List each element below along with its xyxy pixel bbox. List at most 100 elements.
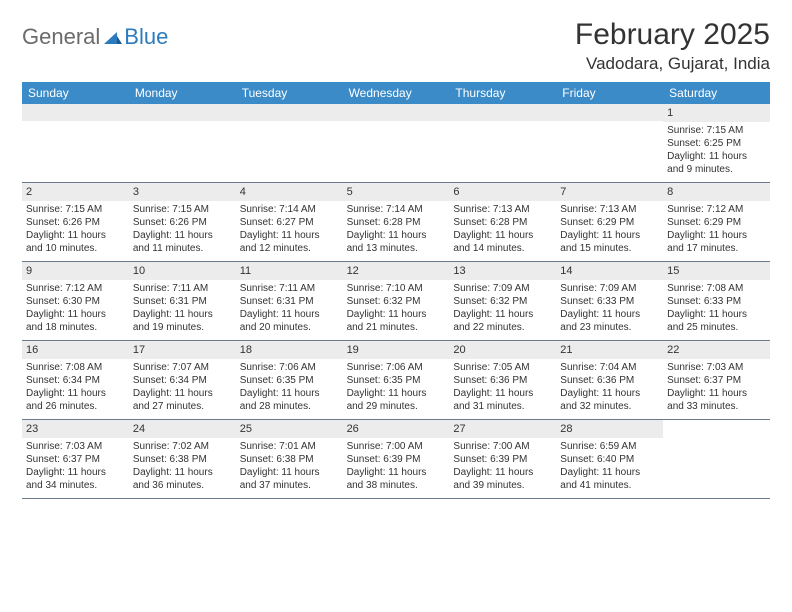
day-number: 6 (449, 183, 556, 201)
day-details: Sunrise: 7:14 AMSunset: 6:28 PMDaylight:… (343, 201, 450, 259)
day-details: Sunrise: 7:00 AMSunset: 6:39 PMDaylight:… (449, 438, 556, 496)
daylight-text-2: and 22 minutes. (453, 321, 552, 334)
daylight-text-2: and 41 minutes. (560, 479, 659, 492)
day-number: 21 (556, 341, 663, 359)
sunrise-text: Sunrise: 7:15 AM (26, 203, 125, 216)
sunset-text: Sunset: 6:38 PM (240, 453, 339, 466)
day-cell: 5Sunrise: 7:14 AMSunset: 6:28 PMDaylight… (343, 183, 450, 261)
week-row: 23Sunrise: 7:03 AMSunset: 6:37 PMDayligh… (22, 420, 770, 499)
day-details: Sunrise: 6:59 AMSunset: 6:40 PMDaylight:… (556, 438, 663, 496)
day-cell: 2Sunrise: 7:15 AMSunset: 6:26 PMDaylight… (22, 183, 129, 261)
sunset-text: Sunset: 6:30 PM (26, 295, 125, 308)
day-details: Sunrise: 7:02 AMSunset: 6:38 PMDaylight:… (129, 438, 236, 496)
sunrise-text: Sunrise: 7:10 AM (347, 282, 446, 295)
sunrise-text: Sunrise: 7:13 AM (453, 203, 552, 216)
day-number: 2 (22, 183, 129, 201)
day-number (236, 104, 343, 121)
title-block: February 2025 Vadodara, Gujarat, India (575, 18, 770, 74)
weekday-label: Sunday (22, 82, 129, 104)
day-number (129, 104, 236, 121)
daylight-text-1: Daylight: 11 hours (347, 229, 446, 242)
daylight-text-1: Daylight: 11 hours (133, 466, 232, 479)
day-number: 23 (22, 420, 129, 438)
day-details: Sunrise: 7:06 AMSunset: 6:35 PMDaylight:… (236, 359, 343, 417)
daylight-text-1: Daylight: 11 hours (453, 387, 552, 400)
day-number: 13 (449, 262, 556, 280)
day-cell: 17Sunrise: 7:07 AMSunset: 6:34 PMDayligh… (129, 341, 236, 419)
sunrise-text: Sunrise: 7:09 AM (453, 282, 552, 295)
sunrise-text: Sunrise: 7:08 AM (26, 361, 125, 374)
logo-text-blue: Blue (124, 24, 168, 50)
day-cell: 8Sunrise: 7:12 AMSunset: 6:29 PMDaylight… (663, 183, 770, 261)
day-number: 10 (129, 262, 236, 280)
day-number: 19 (343, 341, 450, 359)
weeks-container: 1Sunrise: 7:15 AMSunset: 6:25 PMDaylight… (22, 104, 770, 499)
day-number: 25 (236, 420, 343, 438)
calendar: SundayMondayTuesdayWednesdayThursdayFrid… (22, 82, 770, 499)
day-cell (343, 104, 450, 182)
month-title: February 2025 (575, 18, 770, 52)
daylight-text-1: Daylight: 11 hours (133, 229, 232, 242)
day-cell: 14Sunrise: 7:09 AMSunset: 6:33 PMDayligh… (556, 262, 663, 340)
weekday-label: Monday (129, 82, 236, 104)
daylight-text-2: and 15 minutes. (560, 242, 659, 255)
daylight-text-1: Daylight: 11 hours (26, 466, 125, 479)
day-cell: 23Sunrise: 7:03 AMSunset: 6:37 PMDayligh… (22, 420, 129, 498)
daylight-text-2: and 26 minutes. (26, 400, 125, 413)
sunset-text: Sunset: 6:32 PM (453, 295, 552, 308)
day-details: Sunrise: 7:06 AMSunset: 6:35 PMDaylight:… (343, 359, 450, 417)
week-row: 9Sunrise: 7:12 AMSunset: 6:30 PMDaylight… (22, 262, 770, 341)
day-number: 1 (663, 104, 770, 122)
day-details: Sunrise: 7:15 AMSunset: 6:26 PMDaylight:… (22, 201, 129, 259)
day-cell: 24Sunrise: 7:02 AMSunset: 6:38 PMDayligh… (129, 420, 236, 498)
daylight-text-2: and 20 minutes. (240, 321, 339, 334)
sunset-text: Sunset: 6:39 PM (347, 453, 446, 466)
daylight-text-2: and 13 minutes. (347, 242, 446, 255)
day-number: 5 (343, 183, 450, 201)
sunrise-text: Sunrise: 7:09 AM (560, 282, 659, 295)
daylight-text-1: Daylight: 11 hours (26, 308, 125, 321)
day-number: 20 (449, 341, 556, 359)
sunset-text: Sunset: 6:33 PM (560, 295, 659, 308)
daylight-text-2: and 25 minutes. (667, 321, 766, 334)
day-details: Sunrise: 7:15 AMSunset: 6:26 PMDaylight:… (129, 201, 236, 259)
daylight-text-1: Daylight: 11 hours (240, 229, 339, 242)
sunrise-text: Sunrise: 7:06 AM (347, 361, 446, 374)
daylight-text-1: Daylight: 11 hours (133, 308, 232, 321)
sunrise-text: Sunrise: 7:07 AM (133, 361, 232, 374)
daylight-text-1: Daylight: 11 hours (560, 466, 659, 479)
sunrise-text: Sunrise: 7:15 AM (667, 124, 766, 137)
day-number: 28 (556, 420, 663, 438)
day-number (449, 104, 556, 121)
daylight-text-1: Daylight: 11 hours (667, 387, 766, 400)
sunset-text: Sunset: 6:38 PM (133, 453, 232, 466)
day-number: 4 (236, 183, 343, 201)
day-cell: 27Sunrise: 7:00 AMSunset: 6:39 PMDayligh… (449, 420, 556, 498)
daylight-text-1: Daylight: 11 hours (240, 466, 339, 479)
day-cell (449, 104, 556, 182)
day-details: Sunrise: 7:04 AMSunset: 6:36 PMDaylight:… (556, 359, 663, 417)
day-details: Sunrise: 7:13 AMSunset: 6:28 PMDaylight:… (449, 201, 556, 259)
sunset-text: Sunset: 6:25 PM (667, 137, 766, 150)
day-cell: 22Sunrise: 7:03 AMSunset: 6:37 PMDayligh… (663, 341, 770, 419)
day-cell: 6Sunrise: 7:13 AMSunset: 6:28 PMDaylight… (449, 183, 556, 261)
sunset-text: Sunset: 6:35 PM (240, 374, 339, 387)
sunrise-text: Sunrise: 7:06 AM (240, 361, 339, 374)
daylight-text-1: Daylight: 11 hours (453, 229, 552, 242)
day-cell: 1Sunrise: 7:15 AMSunset: 6:25 PMDaylight… (663, 104, 770, 182)
sunrise-text: Sunrise: 7:03 AM (26, 440, 125, 453)
daylight-text-2: and 18 minutes. (26, 321, 125, 334)
sunrise-text: Sunrise: 7:02 AM (133, 440, 232, 453)
daylight-text-2: and 28 minutes. (240, 400, 339, 413)
week-row: 1Sunrise: 7:15 AMSunset: 6:25 PMDaylight… (22, 104, 770, 183)
daylight-text-1: Daylight: 11 hours (26, 229, 125, 242)
day-cell: 19Sunrise: 7:06 AMSunset: 6:35 PMDayligh… (343, 341, 450, 419)
sunset-text: Sunset: 6:29 PM (560, 216, 659, 229)
sunrise-text: Sunrise: 6:59 AM (560, 440, 659, 453)
day-details: Sunrise: 7:07 AMSunset: 6:34 PMDaylight:… (129, 359, 236, 417)
sunset-text: Sunset: 6:34 PM (26, 374, 125, 387)
day-cell (22, 104, 129, 182)
daylight-text-1: Daylight: 11 hours (133, 387, 232, 400)
day-details: Sunrise: 7:11 AMSunset: 6:31 PMDaylight:… (236, 280, 343, 338)
sunset-text: Sunset: 6:35 PM (347, 374, 446, 387)
